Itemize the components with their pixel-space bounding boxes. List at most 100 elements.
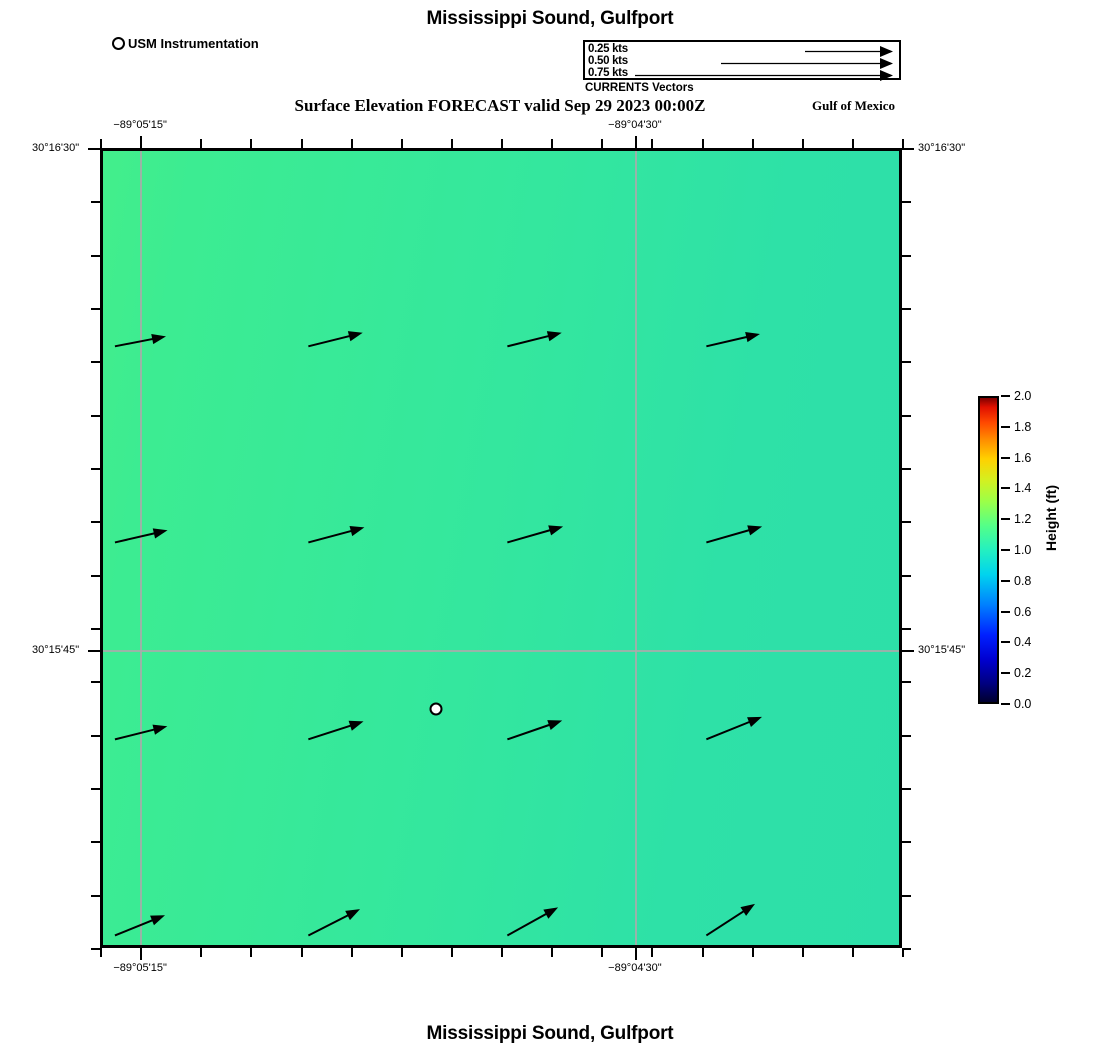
current-vector-arrow-icon xyxy=(114,333,166,348)
current-vector-arrow-icon xyxy=(308,720,364,741)
current-vector-arrow-icon xyxy=(114,724,168,741)
colorbar-tick xyxy=(1001,518,1010,521)
currents-legend-arrow-icon xyxy=(805,46,893,57)
axis-tick-bottom-major xyxy=(634,948,637,960)
axis-tick-bottom xyxy=(100,948,102,957)
axis-tick-bottom xyxy=(651,948,654,957)
axis-tick-bottom xyxy=(801,948,804,957)
axis-tick-right xyxy=(902,841,911,844)
axis-tick-top xyxy=(501,139,503,148)
forecast-subtitle: Surface Elevation FORECAST valid Sep 29 … xyxy=(294,96,706,115)
colorbar-tick-label: 1.6 xyxy=(1014,450,1032,465)
axis-label-y-right: 30°15'45" xyxy=(918,644,966,657)
colorbar-tick-label: 1.8 xyxy=(1014,419,1032,434)
surface-elevation-field xyxy=(103,151,899,945)
axis-tick-bottom xyxy=(250,948,253,957)
axis-tick-top xyxy=(902,139,904,148)
axis-tick-bottom-major xyxy=(140,948,143,960)
axis-tick-left xyxy=(91,681,100,684)
gridline-horizontal xyxy=(103,650,899,652)
colorbar: 0.0 0.2 0.4 0.6 0.8 1.0 1.2 1.4 1.6 1.8 2.0 xyxy=(978,389,1031,711)
axis-tick-right xyxy=(902,628,911,630)
axis-tick-bottom xyxy=(551,948,554,957)
axis-tick-left xyxy=(91,254,100,257)
axis-tick-bottom xyxy=(200,948,203,957)
colorbar-tick-label: 1.2 xyxy=(1014,512,1032,527)
colorbar-tick xyxy=(1001,703,1010,705)
axis-tick-left xyxy=(91,468,100,470)
currents-legend-arrow-icon xyxy=(635,70,893,81)
axis-tick-bottom xyxy=(400,948,403,957)
axis-tick-left xyxy=(91,841,100,844)
usm-instrumentation-legend: USM Instrumentation xyxy=(112,36,259,51)
axis-tick-left xyxy=(91,734,100,737)
colorbar-tick-label: 1.0 xyxy=(1014,543,1032,557)
axis-tick-left xyxy=(91,361,100,364)
axis-tick-bottom xyxy=(300,948,303,957)
colorbar-tick xyxy=(1001,610,1010,613)
map-plot-area[interactable] xyxy=(100,148,902,948)
axis-label-x-top: −89°05'15" xyxy=(113,119,167,131)
page-title: Mississippi Sound, Gulfport xyxy=(426,8,674,29)
axis-tick-right xyxy=(902,254,911,257)
axis-tick-bottom xyxy=(501,948,503,957)
axis-tick-right xyxy=(902,521,911,524)
axis-tick-top xyxy=(350,139,353,148)
axis-tick-right xyxy=(902,948,911,950)
colorbar-tick-label: 0.2 xyxy=(1014,666,1032,681)
axis-tick-left xyxy=(91,414,100,417)
currents-legend-arrow-icon xyxy=(721,58,893,69)
axis-tick-top xyxy=(200,139,203,148)
axis-tick-top xyxy=(801,139,804,148)
axis-tick-bottom xyxy=(601,948,604,957)
currents-legend-caption: CURRENTS Vectors xyxy=(585,82,694,94)
colorbar-tick xyxy=(1001,395,1010,397)
colorbar-tick-label: 0.0 xyxy=(1014,697,1032,711)
colorbar-tick xyxy=(1001,549,1010,551)
current-vector-arrow-icon xyxy=(705,716,762,741)
currents-legend-label: 0.25 kts xyxy=(588,43,628,55)
axis-tick-top xyxy=(651,139,654,148)
colorbar-tick xyxy=(1001,487,1010,490)
axis-tick-top xyxy=(300,139,303,148)
axis-tick-right xyxy=(902,894,911,897)
currents-legend-row: 0.25 kts xyxy=(585,43,899,57)
colorbar-tick xyxy=(1001,579,1010,582)
axis-tick-left xyxy=(91,574,100,577)
axis-tick-left-major xyxy=(88,650,100,653)
current-vector-arrow-icon xyxy=(308,331,363,348)
page-footer-title: Mississippi Sound, Gulfport xyxy=(426,1023,674,1044)
axis-tick-right xyxy=(902,201,911,204)
usm-station-marker[interactable] xyxy=(429,702,443,716)
axis-tick-top xyxy=(250,139,253,148)
colorbar-tick-label: 2.0 xyxy=(1014,389,1032,403)
axis-tick-top xyxy=(551,139,554,148)
colorbar-gradient xyxy=(978,396,999,704)
axis-tick-bottom xyxy=(851,948,854,957)
axis-tick-top xyxy=(100,139,102,148)
axis-tick-right xyxy=(902,361,911,364)
current-vector-arrow-icon xyxy=(308,526,365,544)
currents-legend-row: 0.75 kts xyxy=(585,67,899,81)
colorbar-tick-label: 0.4 xyxy=(1014,635,1032,650)
current-vector-arrow-icon xyxy=(507,720,563,741)
current-vector-arrow-icon xyxy=(706,332,760,348)
axis-tick-right-major xyxy=(902,650,914,653)
map-axes: −89°05'15" −89°05'15" −89°04'30" −89°04'30"… xyxy=(32,119,965,974)
axis-tick-left xyxy=(91,894,100,897)
region-label: Gulf of Mexico xyxy=(812,98,896,113)
axis-label-y-left: 30°15'45" xyxy=(32,644,80,657)
currents-legend-row: 0.50 kts xyxy=(585,55,899,69)
current-vector-arrow-icon xyxy=(114,528,168,544)
axis-tick-right xyxy=(902,414,911,417)
axis-tick-top-major xyxy=(634,136,637,148)
currents-vector-layer xyxy=(114,331,763,937)
colorbar-tick xyxy=(1001,456,1010,459)
current-vector-arrow-icon xyxy=(507,525,564,544)
axis-tick-left xyxy=(91,628,100,630)
axis-tick-right xyxy=(902,574,911,577)
colorbar-tick xyxy=(1001,672,1010,675)
axis-tick-left xyxy=(91,201,100,204)
axis-tick-top-major xyxy=(140,136,143,148)
axis-tick-bottom xyxy=(751,948,754,957)
